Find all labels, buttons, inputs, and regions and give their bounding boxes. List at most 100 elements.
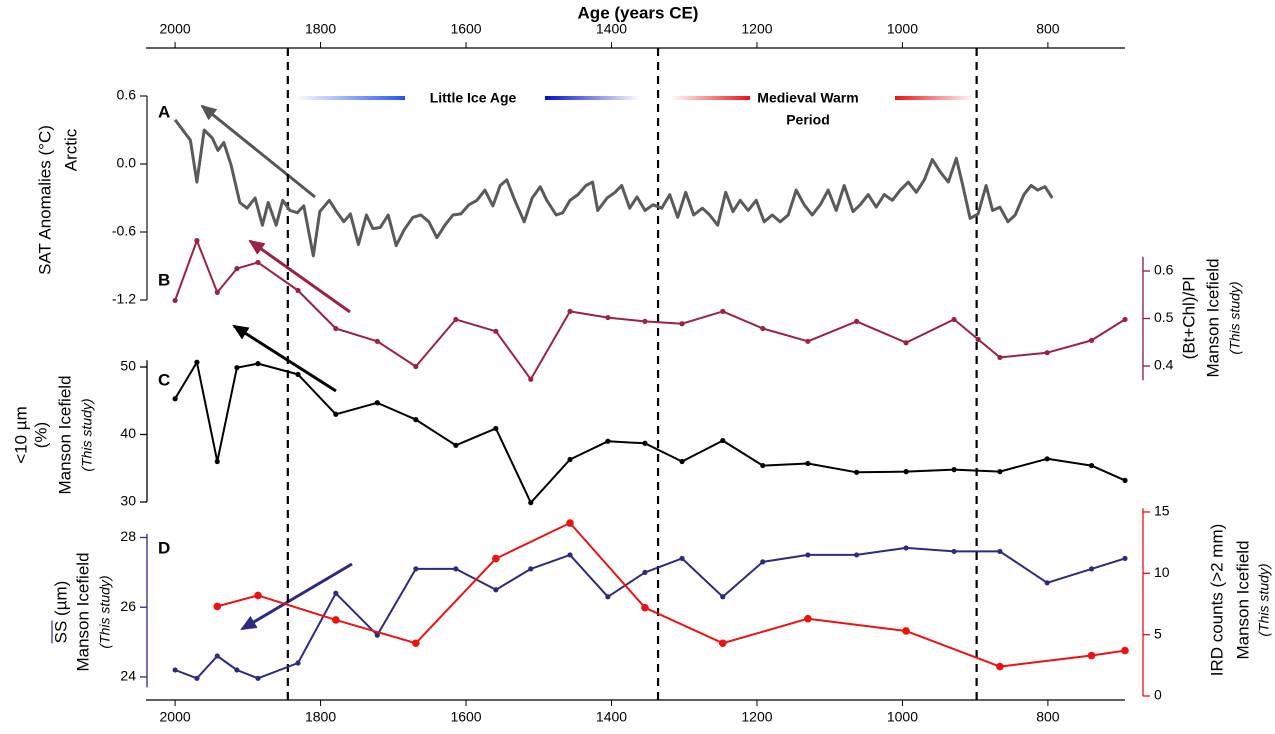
panel-letter: D — [158, 538, 170, 557]
y-tick-label: 28 — [120, 528, 136, 544]
y-axis-title: (%) — [31, 422, 50, 448]
x-tick-label: 800 — [1036, 709, 1060, 725]
site-label: Manson Icefield — [73, 552, 92, 671]
site-label: Manson Icefield — [1203, 258, 1222, 377]
x-tick-label: 1000 — [887, 21, 918, 37]
panel-letter: A — [158, 102, 170, 121]
arrow — [232, 324, 337, 393]
data-point — [720, 594, 726, 600]
data-point — [1044, 580, 1050, 586]
data-point — [642, 440, 648, 446]
data-point — [214, 289, 220, 295]
data-point — [642, 318, 648, 324]
y-tick-label: 0.6 — [1154, 262, 1174, 278]
panel: 15 10 5 0 IRD counts (>2 mm) Manson Icefield(… — [213, 503, 1272, 703]
note-label: (This study) — [79, 398, 95, 471]
data-point — [760, 325, 766, 332]
data-point — [605, 594, 611, 600]
data-point — [1088, 462, 1095, 469]
data-point — [805, 460, 811, 467]
x-tick-label: 1200 — [741, 21, 772, 37]
data-point — [951, 316, 957, 323]
data-point — [453, 442, 459, 448]
data-point — [214, 458, 220, 465]
data-point — [453, 316, 459, 323]
y-tick-label: 0 — [1154, 687, 1162, 703]
panel-letter: B — [158, 270, 170, 289]
y-tick-label: -0.6 — [112, 223, 136, 239]
data-point — [805, 552, 811, 558]
y-tick-label: 50 — [120, 358, 136, 374]
series-line — [174, 361, 1126, 504]
data-point — [567, 552, 573, 558]
data-point — [194, 359, 200, 365]
data-point — [234, 266, 240, 272]
period-bars — [295, 96, 975, 100]
y-tick-label: 5 — [1154, 625, 1162, 641]
data-point — [413, 363, 419, 370]
data-point — [854, 552, 860, 558]
data-point — [528, 376, 534, 382]
data-point — [720, 308, 726, 314]
y-tick-label: 0.5 — [1154, 309, 1174, 325]
panel: 50 40 30 C <10 µm (%) Manson Icefield (This stu… — [11, 358, 1128, 509]
data-point — [255, 361, 261, 367]
y-tick-label: -1.2 — [112, 291, 136, 307]
x-tick-label: 2000 — [160, 709, 191, 725]
data-point — [172, 297, 178, 304]
x-tick-label: 1000 — [887, 709, 918, 725]
x-tick-label: 1400 — [596, 21, 627, 37]
data-point — [412, 639, 420, 648]
data-point — [194, 675, 200, 681]
data-point — [1122, 316, 1128, 323]
y-tick-label: 24 — [120, 668, 136, 684]
data-point — [760, 462, 766, 469]
y-axis-title: SAT Anomalies (°C) — [35, 125, 54, 275]
data-point — [255, 259, 261, 266]
y-tick-label: 40 — [120, 425, 136, 441]
data-point — [194, 238, 200, 244]
data-point — [605, 314, 611, 321]
data-point — [997, 548, 1003, 555]
data-point — [213, 602, 222, 611]
y-tick-label: 0.6 — [117, 87, 137, 103]
panel-letter: C — [158, 370, 170, 389]
data-point — [997, 354, 1003, 361]
data-point — [902, 627, 910, 635]
data-point — [255, 675, 261, 681]
note-label: (This study) — [1256, 563, 1272, 636]
data-point — [1122, 555, 1128, 562]
data-point — [903, 545, 909, 551]
data-point — [679, 458, 685, 465]
data-point — [1088, 566, 1095, 572]
series-line — [173, 118, 1054, 258]
y-axis-title: (Bt+Chl)/Pl — [1179, 277, 1198, 360]
mwp-bar-right — [895, 96, 975, 100]
data-point — [854, 318, 860, 324]
data-point — [996, 662, 1004, 671]
arrow — [248, 239, 351, 314]
y-tick-label: 10 — [1154, 564, 1170, 580]
data-point — [641, 603, 649, 612]
data-point — [332, 616, 340, 624]
data-point — [805, 338, 811, 344]
y-tick-label: 0.4 — [1154, 357, 1174, 373]
data-point — [333, 411, 339, 417]
note-label: (This study) — [97, 575, 113, 648]
data-point — [997, 469, 1003, 475]
data-point — [528, 500, 534, 506]
trend-arrows — [200, 104, 353, 631]
data-point — [567, 308, 573, 314]
data-point — [453, 566, 459, 572]
data-point — [234, 365, 240, 371]
series-line — [217, 522, 1126, 668]
mwp-bar-left — [670, 96, 750, 100]
y-tick-label: 0.0 — [117, 155, 137, 171]
y-tick-label: 15 — [1154, 503, 1170, 519]
data-point — [975, 336, 981, 342]
data-point — [413, 417, 419, 423]
data-point — [214, 653, 220, 659]
data-point — [951, 548, 957, 555]
data-point — [492, 554, 500, 563]
data-point — [854, 469, 860, 475]
